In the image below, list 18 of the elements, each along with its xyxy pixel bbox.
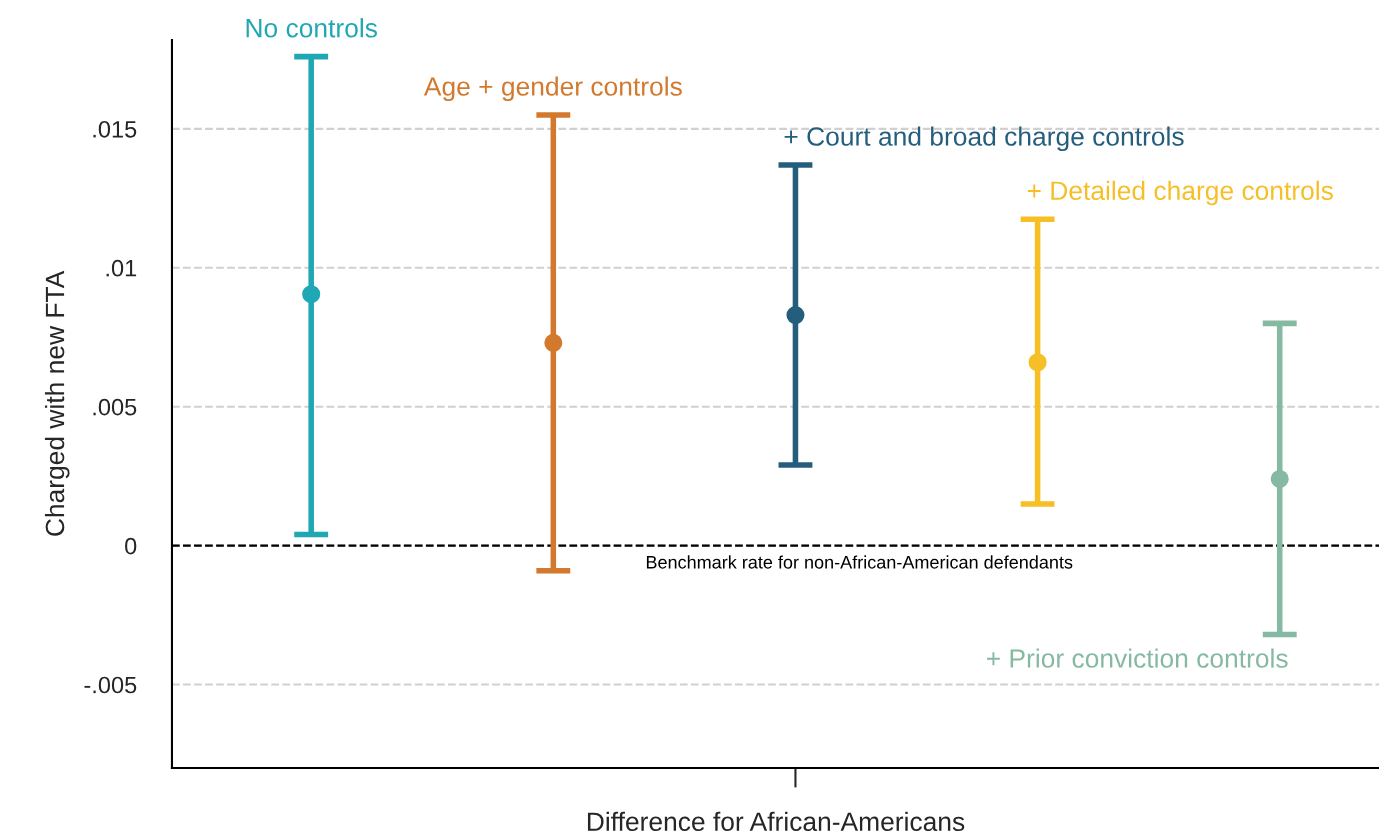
x-axis-title: Difference for African-Americans [587, 811, 965, 832]
y-tick-label: .005 [93, 398, 137, 416]
y-tick-label: .01 [106, 259, 137, 277]
text: No controls [246, 18, 377, 38]
text: + Court and broad charge controls [784, 126, 1184, 152]
text: + Prior conviction controls [987, 648, 1288, 668]
point [786, 305, 805, 325]
point [1270, 469, 1289, 488]
text: Age + gender controls [423, 76, 682, 102]
y-axis-title: Charged with new FTA [44, 270, 70, 536]
point [302, 285, 321, 304]
y-tick-label: -.005 [84, 676, 137, 694]
point [1028, 353, 1047, 372]
point [544, 333, 563, 352]
y-tick-label: .015 [93, 120, 137, 138]
y-tick-label: 0 [125, 537, 137, 555]
text: + Detailed charge controls [1027, 180, 1333, 206]
ref-line-label: Benchmark rate for non-African-American defendants [646, 555, 1073, 569]
